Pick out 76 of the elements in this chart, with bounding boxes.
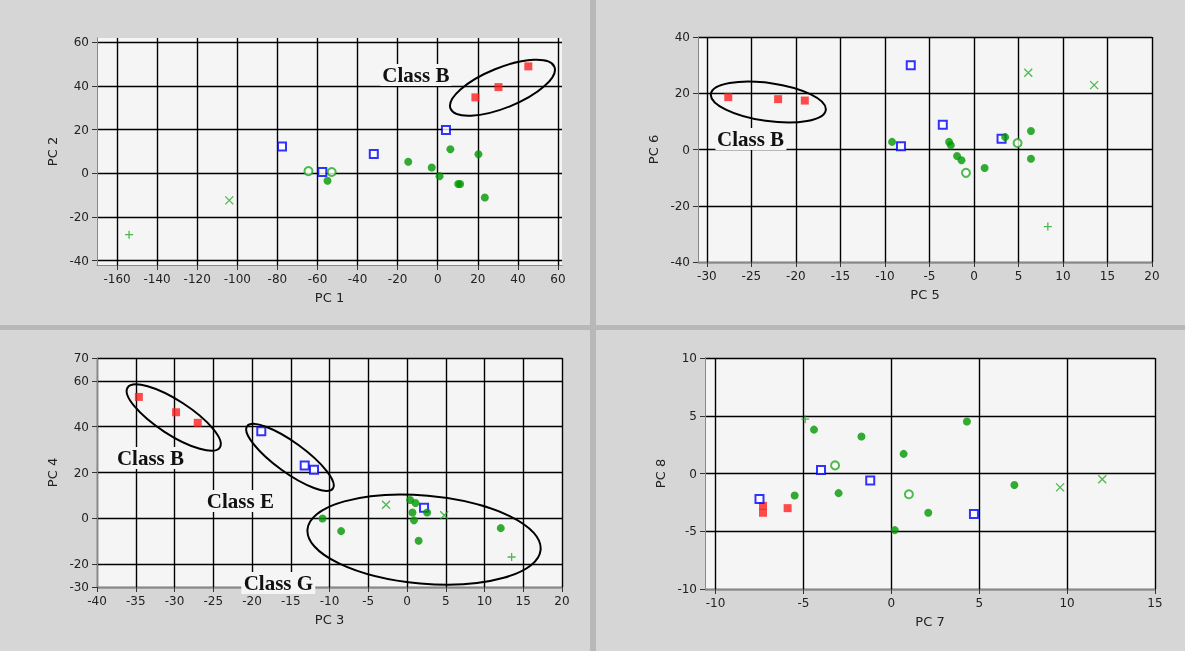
x-tick-label: 15 [1147,596,1163,610]
x-tick-label: 5 [1014,269,1023,283]
y-tick-label: 5 [689,408,697,423]
x-axis-title: PC 1 [314,290,345,305]
x-tick-label: 0 [433,272,442,286]
x-tick-label: 10 [1055,269,1071,283]
x-tick-label: -15 [280,594,301,608]
x-tick-label: 10 [476,594,493,608]
x-tick-label: -10 [319,594,340,608]
y-axis-title: PC 2 [44,136,60,167]
x-tick-label: -20 [387,272,408,286]
x-tick-label: 5 [441,594,450,608]
x-tick-label: -80 [267,272,288,286]
x-tick-label: 20 [1144,269,1160,283]
y-tick-label: -10 [677,582,697,596]
x-tick-label: 0 [403,594,411,608]
y-axis-title: PC 8 [652,458,668,489]
y-tick-label: 40 [73,79,89,94]
x-tick-label: -10 [705,596,726,610]
x-tick-label: -10 [875,269,895,283]
x-tick-label: 20 [470,272,486,286]
y-tick-label: -30 [69,580,89,594]
x-tick-label: -60 [307,272,328,286]
annotation: Class B [714,127,787,152]
y-tick-label: 0 [81,511,89,526]
y-tick-label: 60 [73,35,89,50]
x-tick-label: -25 [741,269,762,283]
x-tick-label: -25 [203,594,224,608]
x-tick-label: 0 [970,269,978,283]
y-tick-label: 70 [73,351,89,365]
y-tick-label: 0 [682,142,690,157]
annotation: Class B [114,446,187,471]
x-axis-title: PC 3 [314,612,345,627]
x-tick-label: -120 [183,272,211,286]
y-tick-label: -20 [69,557,89,572]
y-tick-label: -40 [69,253,89,268]
x-tick-label: 10 [1059,596,1075,610]
y-tick-label: 60 [73,373,89,388]
y-tick-label: 20 [73,465,89,480]
y-tick-label: 20 [674,86,690,101]
x-tick-label: -100 [223,272,251,286]
x-tick-label: -15 [830,269,851,283]
x-tick-label: -35 [125,594,146,608]
x-tick-label: -40 [347,272,368,286]
x-tick-label: -5 [797,596,810,610]
y-tick-label: 40 [73,419,89,434]
x-tick-label: -20 [242,594,262,608]
x-tick-label: 0 [887,596,896,610]
y-tick-label: -20 [670,198,690,213]
annotation: Class E [204,489,276,514]
x-tick-label: 5 [975,596,984,610]
x-axis-title: PC 7 [915,614,945,629]
y-axis-title: PC 4 [44,457,60,488]
x-tick-label: 15 [1099,269,1116,283]
x-tick-label: 15 [515,594,531,608]
x-tick-label: -30 [164,594,185,608]
x-tick-label: 20 [554,594,570,608]
annotation: Class B [380,62,452,87]
x-tick-label: 40 [510,272,526,286]
x-tick-label: -140 [143,272,171,286]
x-tick-label: -160 [103,272,131,286]
y-tick-label: -40 [670,255,690,269]
y-tick-label: 10 [681,351,697,365]
y-tick-label: 40 [674,30,690,44]
x-tick-label: 60 [550,272,566,286]
y-tick-label: -5 [685,524,697,539]
x-axis-title: PC 5 [910,287,940,302]
x-tick-label: -5 [362,594,375,608]
x-tick-label: -5 [923,269,936,283]
y-axis-title: PC 6 [645,134,661,165]
y-tick-label: 0 [689,466,697,481]
annotation: Class G [241,570,316,595]
y-tick-label: 20 [73,122,89,137]
x-tick-label: -20 [786,269,806,283]
y-tick-label: 0 [81,166,89,181]
y-tick-label: -20 [69,209,89,224]
